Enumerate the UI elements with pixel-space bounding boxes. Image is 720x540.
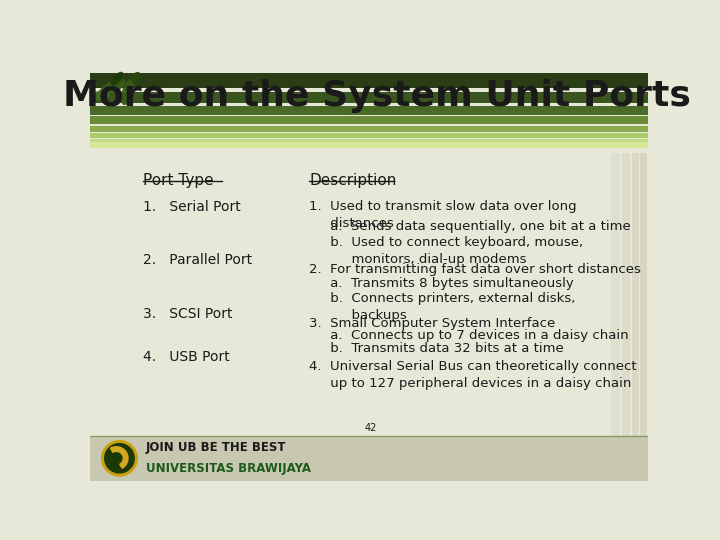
Text: 3.  Small Computer System Interface: 3. Small Computer System Interface [310, 318, 556, 330]
Text: b.  Transmits data 32 bits at a time: b. Transmits data 32 bits at a time [310, 342, 564, 355]
FancyBboxPatch shape [90, 139, 648, 143]
Text: UNIVERSITAS BRAWIJAYA: UNIVERSITAS BRAWIJAYA [145, 462, 311, 475]
Text: 3.   SCSI Port: 3. SCSI Port [143, 307, 232, 321]
Text: 1.  Used to transmit slow data over long
     distances: 1. Used to transmit slow data over long … [310, 200, 577, 230]
Text: a.  Sends data sequentially, one bit at a time: a. Sends data sequentially, one bit at a… [310, 220, 631, 233]
Text: b.  Connects printers, external disks,
          backups: b. Connects printers, external disks, ba… [310, 292, 576, 322]
FancyBboxPatch shape [640, 153, 647, 436]
Text: b.  Used to connect keyboard, mouse,
          monitors, dial-up modems: b. Used to connect keyboard, mouse, moni… [310, 236, 583, 266]
FancyBboxPatch shape [90, 142, 648, 148]
Text: 4.   USB Port: 4. USB Port [143, 350, 230, 364]
Wedge shape [111, 447, 128, 468]
Ellipse shape [112, 72, 122, 85]
Ellipse shape [122, 80, 132, 104]
FancyBboxPatch shape [631, 153, 639, 436]
FancyBboxPatch shape [90, 132, 648, 138]
Ellipse shape [99, 79, 125, 97]
Text: 2.   Parallel Port: 2. Parallel Port [143, 253, 252, 267]
Circle shape [104, 444, 134, 473]
FancyBboxPatch shape [90, 106, 648, 115]
FancyBboxPatch shape [90, 42, 648, 65]
Text: Description: Description [310, 173, 397, 187]
Text: 4.  Universal Serial Bus can theoretically connect
     up to 127 peripheral dev: 4. Universal Serial Bus can theoreticall… [310, 360, 637, 390]
Circle shape [102, 441, 138, 476]
Text: a.  Transmits 8 bytes simultaneously: a. Transmits 8 bytes simultaneously [310, 276, 574, 289]
Text: a.  Connects up to 7 devices in a daisy chain: a. Connects up to 7 devices in a daisy c… [310, 329, 629, 342]
FancyBboxPatch shape [621, 153, 630, 436]
FancyBboxPatch shape [90, 117, 648, 124]
Text: JOIN UB BE THE BEST: JOIN UB BE THE BEST [145, 441, 287, 454]
Text: 42: 42 [364, 423, 377, 433]
Text: 2.  For transmitting fast data over short distances: 2. For transmitting fast data over short… [310, 262, 642, 276]
Ellipse shape [125, 72, 140, 91]
FancyBboxPatch shape [90, 92, 648, 103]
Text: Port Type: Port Type [143, 173, 213, 187]
Text: 1.   Serial Port: 1. Serial Port [143, 200, 240, 213]
Ellipse shape [89, 91, 109, 100]
FancyBboxPatch shape [90, 436, 648, 481]
FancyBboxPatch shape [90, 72, 648, 88]
FancyBboxPatch shape [90, 126, 648, 132]
FancyBboxPatch shape [611, 153, 620, 436]
Text: More on the System Unit Ports: More on the System Unit Ports [63, 79, 690, 113]
FancyBboxPatch shape [94, 153, 644, 436]
